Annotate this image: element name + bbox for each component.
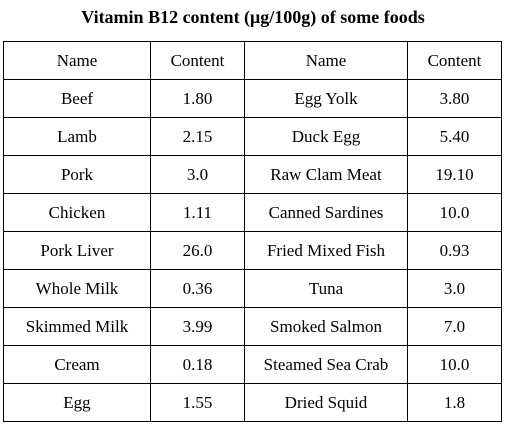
content-value-cell: 26.0 (150, 231, 245, 270)
vitamin-b12-table: Name Content Name Content Beef 1.80 Egg … (3, 41, 502, 422)
content-value-cell: 19.10 (407, 155, 502, 194)
food-name-cell: Pork Liver (3, 231, 151, 270)
header-name-left: Name (3, 41, 151, 80)
content-value-cell: 1.11 (150, 193, 245, 232)
header-name-right: Name (244, 41, 408, 80)
food-name-cell: Lamb (3, 117, 151, 156)
food-name-cell: Pork (3, 155, 151, 194)
food-name-cell: Beef (3, 79, 151, 118)
table-title: Vitamin B12 content (μg/100g) of some fo… (81, 7, 425, 27)
content-value-cell: 3.99 (150, 307, 245, 346)
food-name-cell: Whole Milk (3, 269, 151, 308)
food-name-cell: Dried Squid (244, 383, 408, 422)
food-name-cell: Chicken (3, 193, 151, 232)
content-value-cell: 2.15 (150, 117, 245, 156)
content-value-cell: 1.8 (407, 383, 502, 422)
content-value-cell: 0.18 (150, 345, 245, 384)
table-row: Skimmed Milk 3.99 Smoked Salmon 7.0 (3, 307, 502, 346)
food-name-cell: Duck Egg (244, 117, 408, 156)
content-value-cell: 0.36 (150, 269, 245, 308)
food-name-cell: Canned Sardines (244, 193, 408, 232)
food-name-cell: Skimmed Milk (3, 307, 151, 346)
table-row: Whole Milk 0.36 Tuna 3.0 (3, 269, 502, 308)
table-row: Pork Liver 26.0 Fried Mixed Fish 0.93 (3, 231, 502, 270)
content-value-cell: 10.0 (407, 345, 502, 384)
header-content-right: Content (407, 41, 502, 80)
table-row: Egg 1.55 Dried Squid 1.8 (3, 383, 502, 422)
content-value-cell: 1.80 (150, 79, 245, 118)
food-name-cell: Smoked Salmon (244, 307, 408, 346)
content-value-cell: 3.0 (407, 269, 502, 308)
content-value-cell: 0.93 (407, 231, 502, 270)
table-row: Beef 1.80 Egg Yolk 3.80 (3, 79, 502, 118)
food-name-cell: Steamed Sea Crab (244, 345, 408, 384)
table-row: Pork 3.0 Raw Clam Meat 19.10 (3, 155, 502, 194)
content-value-cell: 5.40 (407, 117, 502, 156)
food-name-cell: Raw Clam Meat (244, 155, 408, 194)
food-name-cell: Egg (3, 383, 151, 422)
content-value-cell: 3.0 (150, 155, 245, 194)
food-name-cell: Egg Yolk (244, 79, 408, 118)
food-name-cell: Fried Mixed Fish (244, 231, 408, 270)
table-row: Chicken 1.11 Canned Sardines 10.0 (3, 193, 502, 232)
food-name-cell: Cream (3, 345, 151, 384)
header-content-left: Content (150, 41, 245, 80)
food-name-cell: Tuna (244, 269, 408, 308)
content-value-cell: 1.55 (150, 383, 245, 422)
table-row: Cream 0.18 Steamed Sea Crab 10.0 (3, 345, 502, 384)
content-value-cell: 10.0 (407, 193, 502, 232)
table-row: Lamb 2.15 Duck Egg 5.40 (3, 117, 502, 156)
content-value-cell: 7.0 (407, 307, 502, 346)
content-value-cell: 3.80 (407, 79, 502, 118)
header-row: Name Content Name Content (3, 41, 502, 80)
